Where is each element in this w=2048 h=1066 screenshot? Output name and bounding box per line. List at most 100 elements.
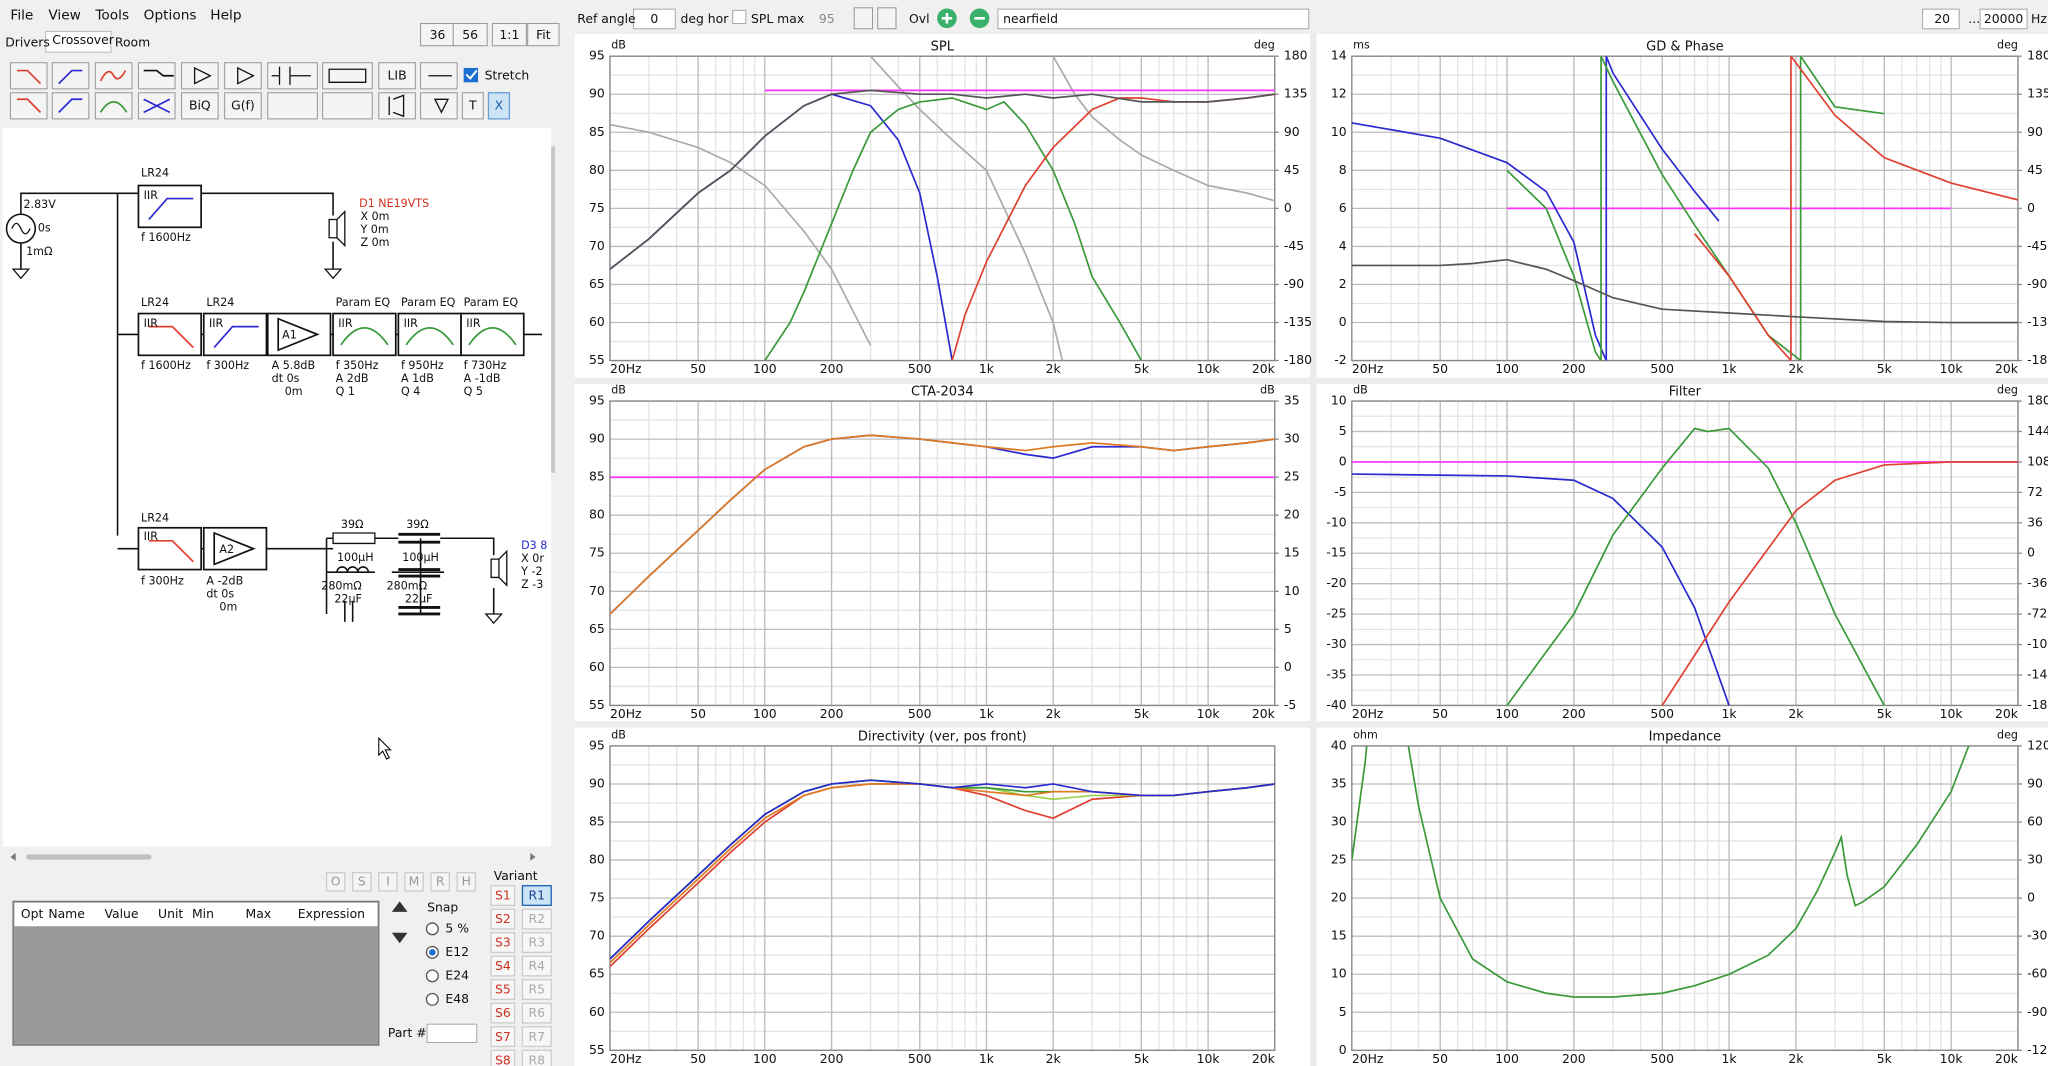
radio[interactable] [425,992,439,1006]
tool-button[interactable] [94,92,133,120]
tool-button[interactable] [181,92,219,120]
tool-button[interactable] [322,92,373,120]
block[interactable] [266,312,332,357]
zoom-button[interactable] [491,22,527,47]
f-to-input[interactable] [1979,8,2028,30]
schematic-label: A 2dB [336,372,369,385]
tool-letter-button[interactable] [404,872,424,892]
zoom-label: 56 [462,27,478,42]
block[interactable] [137,184,202,229]
variant-button[interactable] [490,885,516,906]
y2-tick-label: -180 [2027,697,2048,712]
f-from-input[interactable] [1922,8,1960,30]
tool-button[interactable] [461,92,484,120]
schematic-label: 0m [285,385,303,398]
variant-button[interactable] [521,1049,552,1066]
y2-tick-label: -90 [2027,1004,2047,1019]
block[interactable] [137,526,202,571]
schematic-label: 1mΩ [26,245,53,258]
tool-letter-button[interactable] [352,872,372,892]
tool-button[interactable] [9,62,48,90]
tool-letter-button[interactable] [430,872,450,892]
y-tick-label: 6 [1339,200,1347,215]
chart: 20Hz 50 100 200 500 1k 2k 5k 10k 20k 55 60 65 70 75 80 8… [589,728,1276,1065]
variant-button[interactable] [490,955,516,977]
variant-button[interactable] [521,1002,552,1024]
tool-letter-button[interactable] [325,872,346,892]
y-tick-label: 75 [589,200,605,215]
x-tick-label: 50 [1432,1051,1448,1066]
tool-letter-button[interactable] [456,872,477,892]
ref-angle-input[interactable] [632,8,676,30]
variant-r: R5 [529,982,545,997]
block[interactable] [332,312,397,357]
block[interactable] [202,312,268,357]
block[interactable] [460,312,525,357]
variant-button[interactable] [521,932,552,953]
scrollbar-thumb[interactable] [26,854,152,860]
spin-button[interactable] [853,7,874,30]
tool-letter: O [331,873,341,888]
tool-letter-button[interactable] [378,872,398,892]
mode-input[interactable] [997,8,1310,30]
tool-button-active[interactable] [487,92,511,120]
tool-button[interactable] [267,92,318,120]
x-tick-label: 20Hz [1352,706,1384,721]
tool-button[interactable] [322,62,373,90]
variant-s: S3 [495,935,511,950]
schematic-label: 39Ω [406,518,429,531]
schematic-label: IIR [404,317,419,330]
variant-s: S2 [495,911,511,926]
y2-tick-label: 0 [2027,890,2035,905]
variant-button[interactable] [490,932,516,953]
y-tick-label: 65 [589,621,605,636]
spl-max-checkbox[interactable] [732,9,747,25]
y-tick-label: 80 [589,507,605,522]
block[interactable] [137,312,202,357]
tool-button[interactable] [224,92,262,120]
x-tick-label: 100 [1495,1051,1519,1066]
move-buttons[interactable] [391,901,408,944]
variant-button[interactable] [490,908,516,930]
variant-button[interactable] [521,979,552,1001]
radio[interactable] [425,922,439,936]
plot-frame [1351,400,2019,707]
variant-button[interactable] [490,1049,516,1066]
zoom-button[interactable] [527,22,560,47]
tool-icon [16,69,42,85]
schematic-label: Q 5 [464,385,483,398]
schematic-canvas[interactable] [2,128,552,847]
scrollbar-v[interactable] [551,146,556,473]
schematic-label: Y -2 [520,565,542,578]
tool-button[interactable] [224,62,262,90]
tool-button[interactable] [51,92,90,120]
part-input[interactable] [426,1023,478,1044]
variant-button[interactable] [490,1002,516,1024]
x-tick-label: 10k [1197,706,1221,721]
scrollbar-h[interactable] [2,849,552,865]
schematic-label: f 300Hz [141,574,184,587]
fit-button[interactable] [877,7,897,30]
variant-button[interactable] [521,908,552,930]
block[interactable] [397,312,462,357]
y-tick-label: 0 [1339,1042,1347,1057]
x-tick-label: 2k [1046,361,1062,376]
variant-button[interactable] [490,1026,516,1048]
variant-button[interactable] [490,979,516,1001]
variant-button[interactable] [521,885,552,906]
tool-button[interactable] [378,62,416,90]
radio[interactable] [425,969,439,983]
tool-button[interactable] [378,92,416,120]
stretch-checkbox[interactable] [463,67,479,83]
tool-button[interactable] [51,62,90,90]
tool-button[interactable] [181,62,219,90]
variant-r: R2 [529,911,545,926]
tool-button[interactable] [9,92,48,120]
x-tick-label: 20Hz [1352,361,1384,376]
series-line [1694,56,2018,361]
zoom-button[interactable] [452,22,488,47]
variant-button[interactable] [521,1026,552,1048]
variant-button[interactable] [521,955,552,977]
block[interactable] [202,526,268,571]
menu-item: View [48,8,81,24]
